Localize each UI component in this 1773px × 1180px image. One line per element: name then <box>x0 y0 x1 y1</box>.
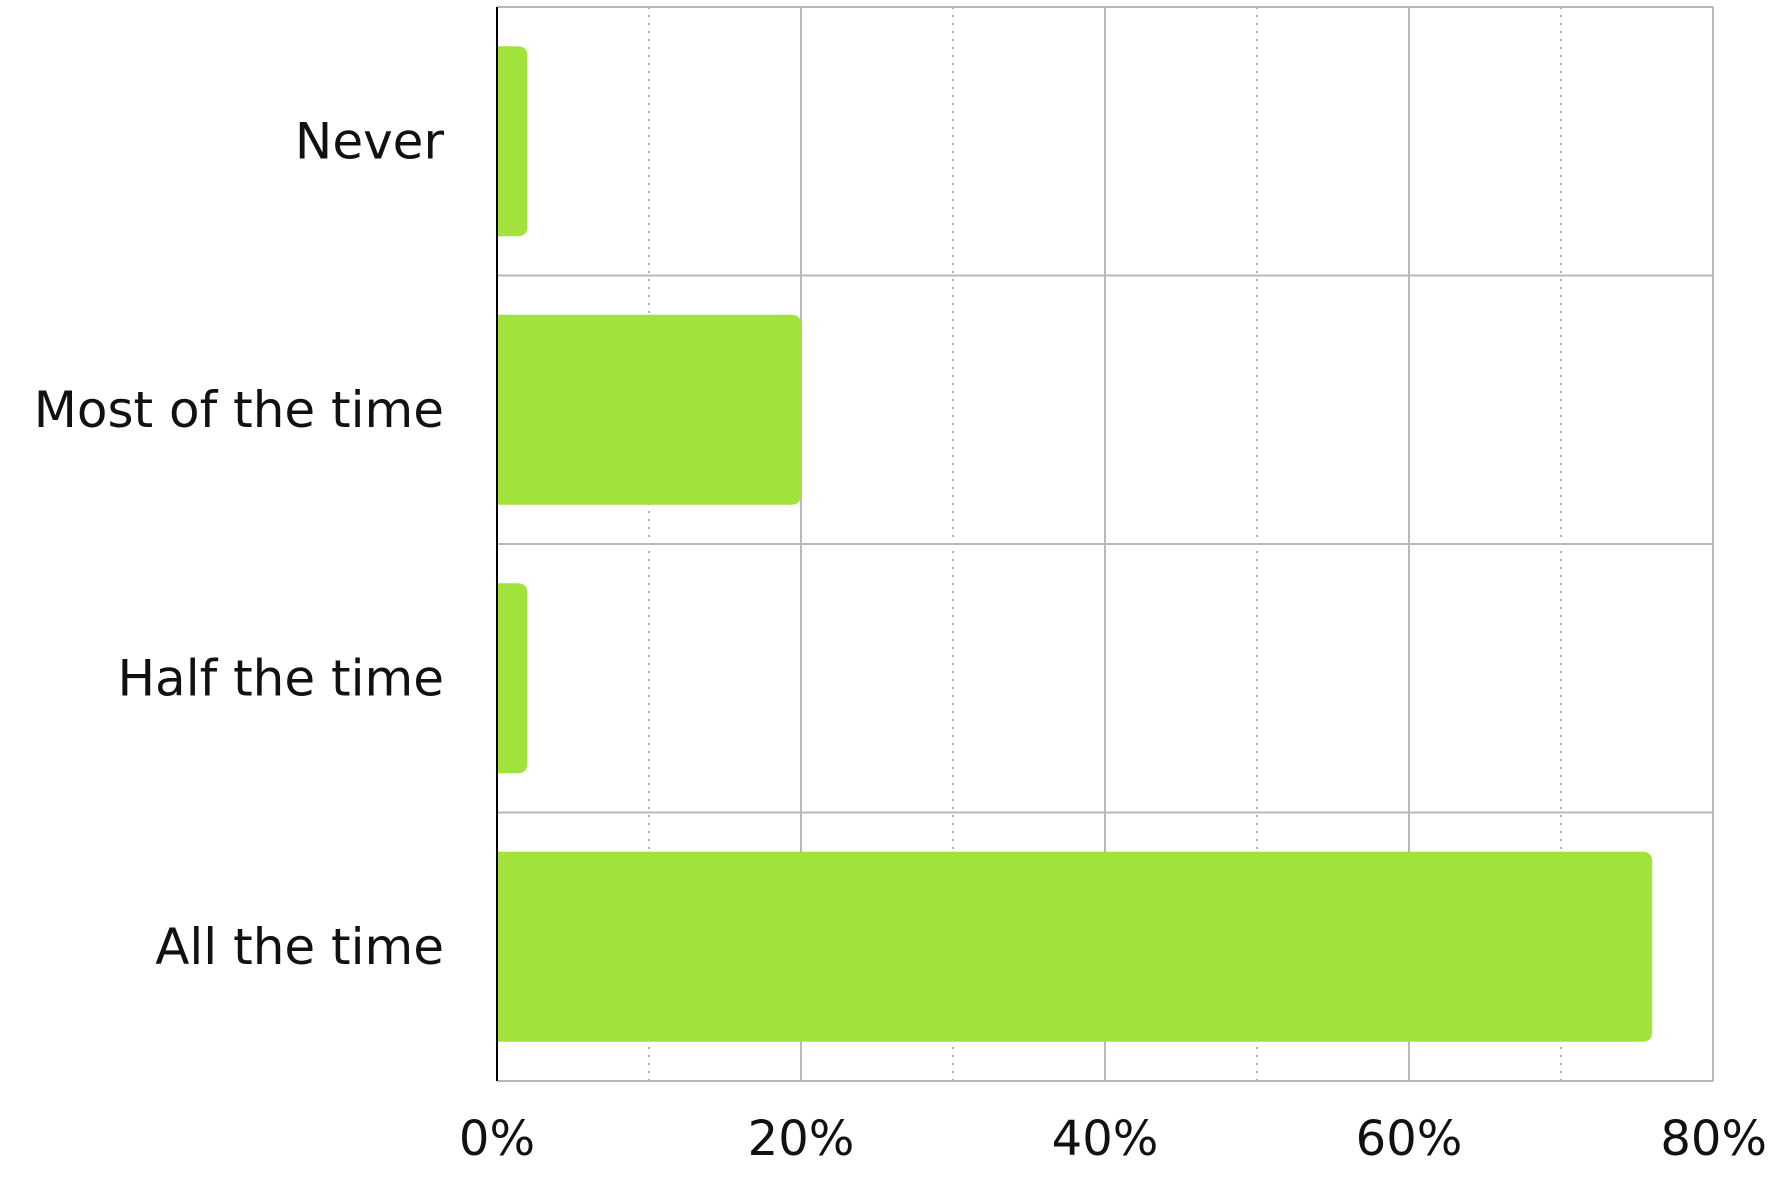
category-label: All the time <box>155 918 444 976</box>
x-tick-label: 0% <box>459 1111 535 1167</box>
category-label: Most of the time <box>34 381 444 439</box>
bar-all-the-time <box>497 851 1653 1042</box>
x-tick-label: 60% <box>1356 1111 1463 1167</box>
x-tick-label: 20% <box>748 1111 855 1167</box>
bar-most-of-the-time <box>497 314 801 505</box>
x-tick-label: 40% <box>1052 1111 1159 1167</box>
bar-half-the-time <box>497 583 528 774</box>
bars-layer <box>497 46 1653 1042</box>
category-label: Half the time <box>117 649 444 707</box>
labels-layer: Never Most of the time Half the time All th… <box>34 112 1767 1167</box>
category-label: Never <box>295 112 445 170</box>
bar-never <box>497 46 528 237</box>
x-tick-label: 80% <box>1660 1111 1767 1167</box>
